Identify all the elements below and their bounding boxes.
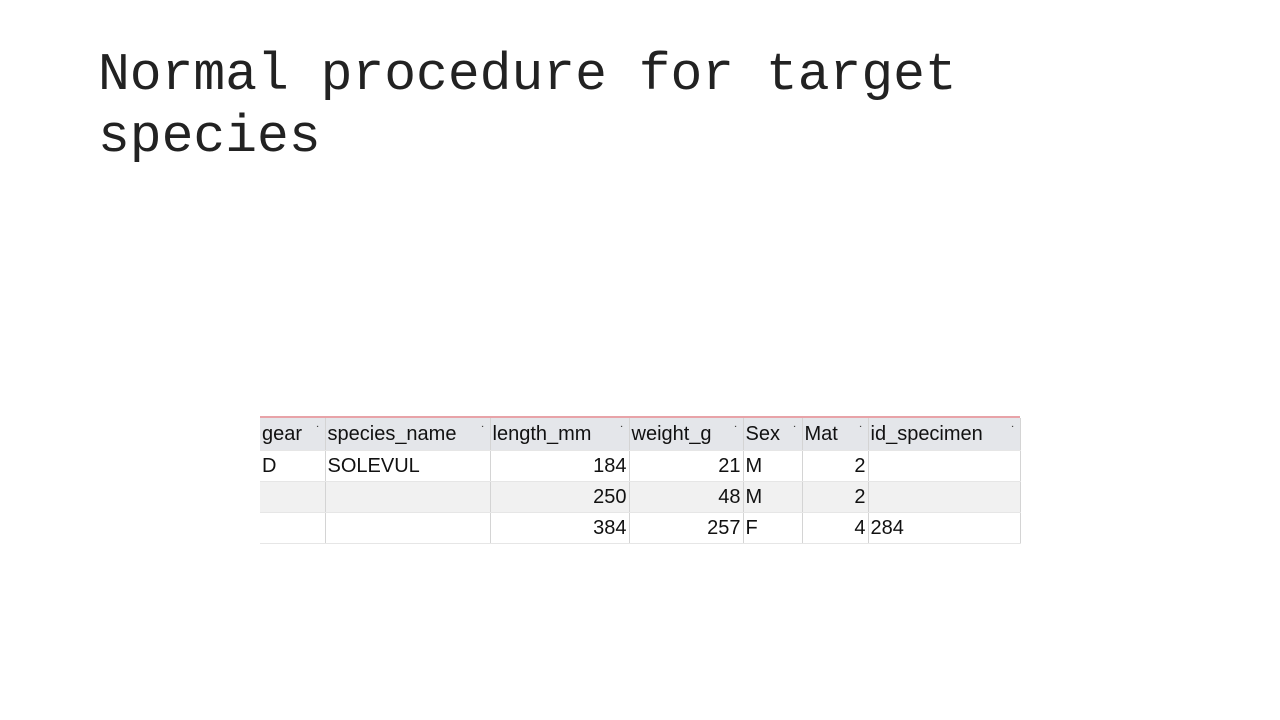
cell-id-specimen[interactable] (868, 481, 1021, 513)
column-header-label: gear (262, 422, 303, 445)
column-header-label: Sex (745, 422, 780, 445)
table-header-row: gear ˙ species_name ˙ length_mm ˙ weight_g ˙… (260, 418, 1021, 451)
column-header-label: weight_g (631, 422, 712, 445)
column-header-id-specimen[interactable]: id_specimen ˙ (868, 418, 1021, 451)
cell-gear[interactable] (260, 512, 326, 544)
filter-dropdown-icon[interactable]: ˙ (1010, 423, 1016, 439)
cell-gear[interactable]: D (260, 450, 326, 482)
cell-species-name[interactable] (325, 512, 491, 544)
column-header-weight-g[interactable]: weight_g ˙ (629, 418, 744, 451)
table-row: D SOLEVUL 184 21 M 2 (260, 450, 1021, 482)
filter-dropdown-icon[interactable]: ˙ (733, 423, 739, 439)
column-header-species-name[interactable]: species_name ˙ (325, 418, 491, 451)
cell-length-mm[interactable]: 384 (490, 512, 630, 544)
data-table-container: gear ˙ species_name ˙ length_mm ˙ weight_g ˙… (260, 416, 1021, 544)
cell-sex[interactable]: M (743, 450, 803, 482)
column-header-label: species_name (327, 422, 457, 445)
cell-length-mm[interactable]: 184 (490, 450, 630, 482)
cell-length-mm[interactable]: 250 (490, 481, 630, 513)
cell-gear[interactable] (260, 481, 326, 513)
slide-title: Normal procedure for target species (98, 45, 957, 167)
cell-mat[interactable]: 2 (802, 481, 869, 513)
column-header-length-mm[interactable]: length_mm ˙ (490, 418, 630, 451)
column-header-sex[interactable]: Sex ˙ (743, 418, 803, 451)
filter-dropdown-icon[interactable]: ˙ (858, 423, 864, 439)
table-row: 384 257 F 4 284 (260, 512, 1021, 544)
cell-id-specimen[interactable]: 284 (868, 512, 1021, 544)
column-header-label: length_mm (492, 422, 592, 445)
cell-weight-g[interactable]: 257 (629, 512, 744, 544)
filter-dropdown-icon[interactable]: ˙ (792, 423, 798, 439)
cell-weight-g[interactable]: 21 (629, 450, 744, 482)
filter-dropdown-icon[interactable]: ˙ (480, 423, 486, 439)
cell-weight-g[interactable]: 48 (629, 481, 744, 513)
column-header-label: Mat (804, 422, 838, 445)
column-header-mat[interactable]: Mat ˙ (802, 418, 869, 451)
cell-species-name[interactable]: SOLEVUL (325, 450, 491, 482)
cell-species-name[interactable] (325, 481, 491, 513)
table-row: 250 48 M 2 (260, 481, 1021, 513)
filter-dropdown-icon[interactable]: ˙ (619, 423, 625, 439)
specimen-table: gear ˙ species_name ˙ length_mm ˙ weight_g ˙… (260, 418, 1021, 544)
cell-sex[interactable]: F (743, 512, 803, 544)
cell-sex[interactable]: M (743, 481, 803, 513)
column-header-label: id_specimen (870, 422, 983, 445)
filter-dropdown-icon[interactable]: ˙ (315, 423, 321, 439)
cell-id-specimen[interactable] (868, 450, 1021, 482)
column-header-gear[interactable]: gear ˙ (260, 418, 326, 451)
cell-mat[interactable]: 2 (802, 450, 869, 482)
cell-mat[interactable]: 4 (802, 512, 869, 544)
